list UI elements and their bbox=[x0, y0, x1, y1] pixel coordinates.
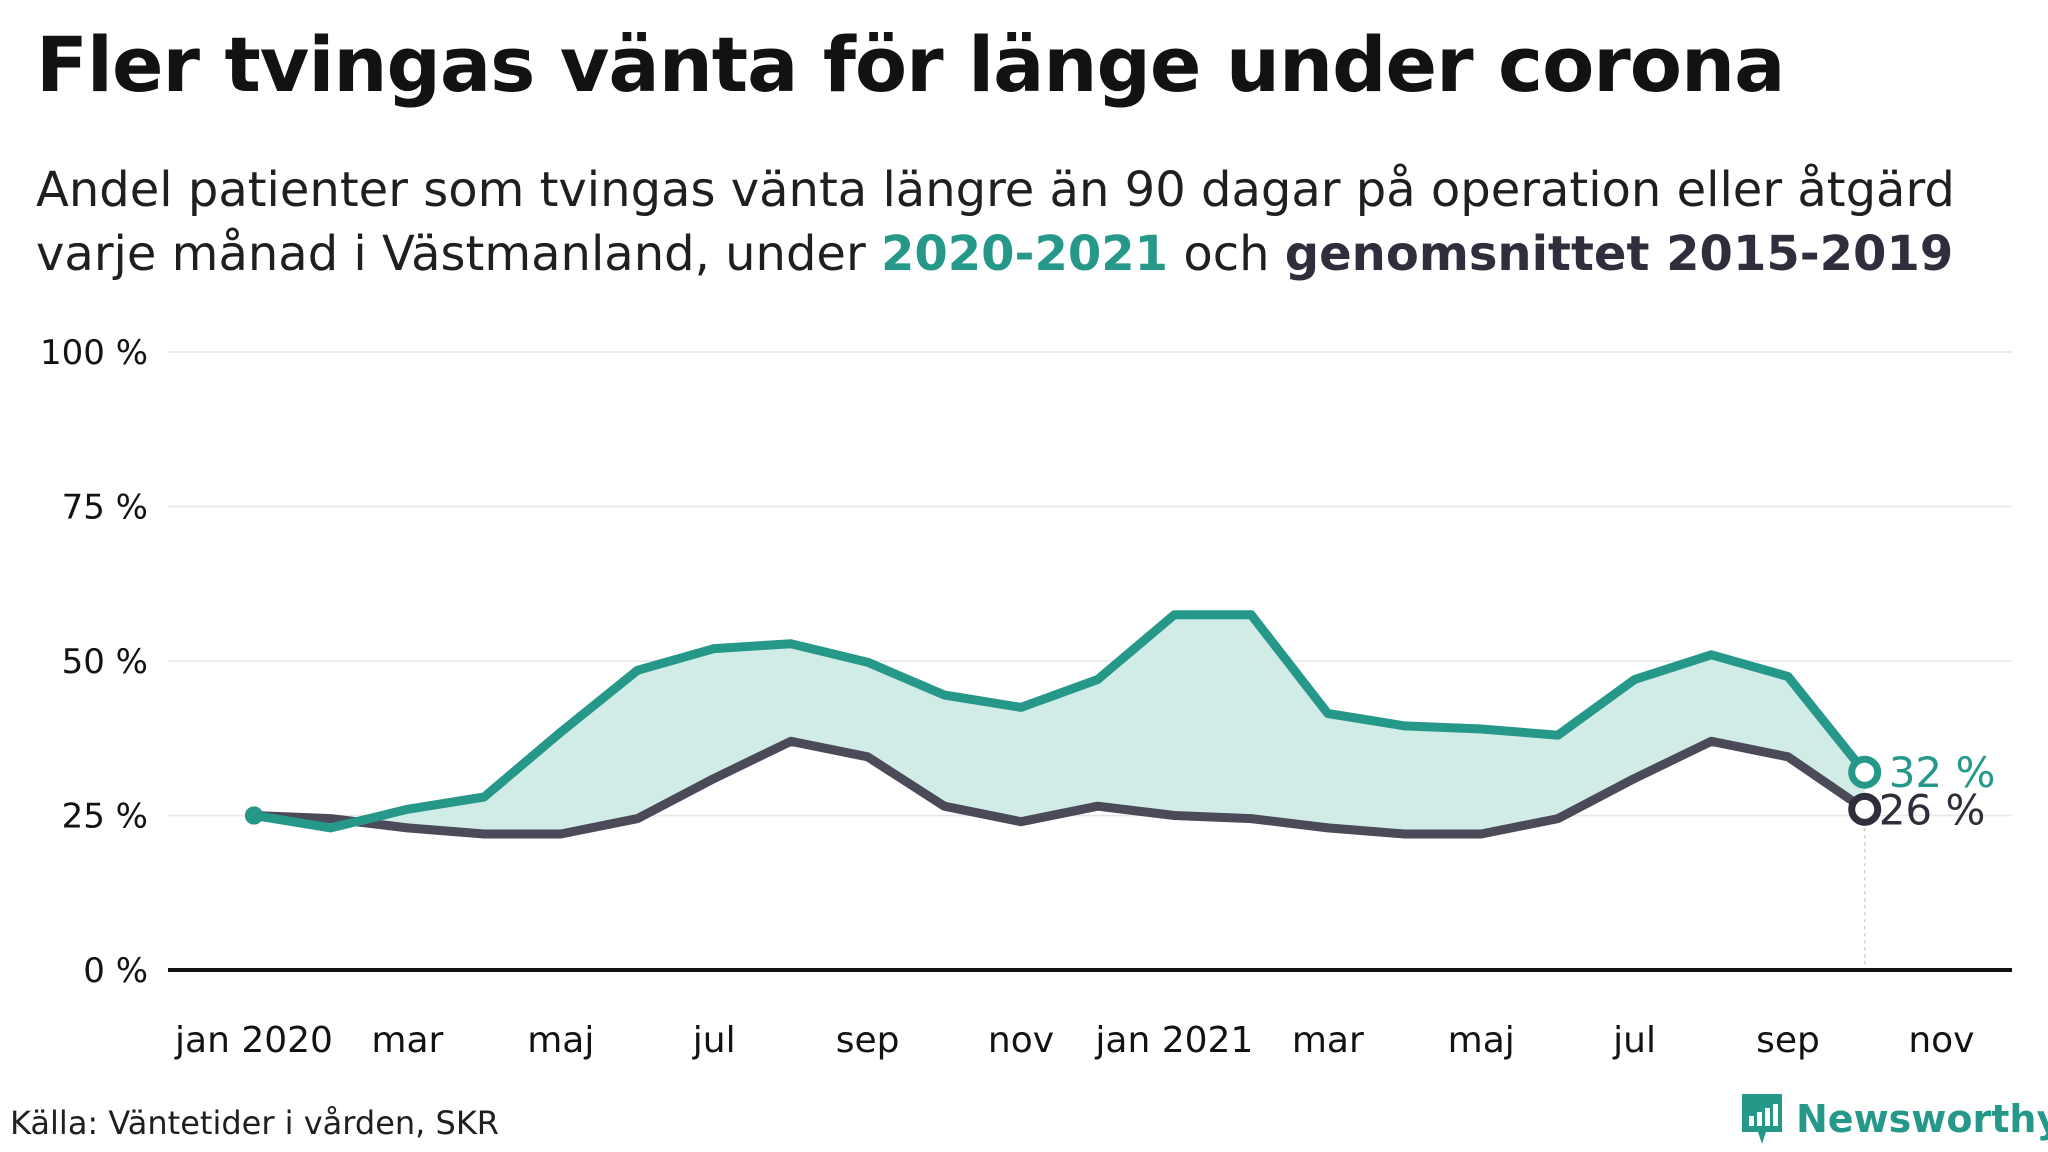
end-label-average: 26 % bbox=[1879, 785, 1986, 834]
chart-title: Fler tvingas vänta för länge under coron… bbox=[36, 20, 1785, 109]
x-tick-label: mar bbox=[371, 1020, 443, 1061]
y-tick-label: 25 % bbox=[62, 797, 148, 837]
x-tick-label: nov bbox=[1908, 1020, 1974, 1061]
subtitle-line-2: varje månad i Västmanland, under 2020-20… bbox=[36, 222, 2036, 286]
x-tick-label: jan 2021 bbox=[1094, 1020, 1253, 1061]
x-tick-label: jul bbox=[1612, 1020, 1656, 1061]
x-tick-label: maj bbox=[527, 1020, 594, 1061]
subtitle-prefix: varje månad i Västmanland, under bbox=[36, 226, 881, 282]
axis-layer: 0 % 25 % 50 % 75 % 100 % jan 2020 mar maj jul sep… bbox=[40, 333, 2012, 1061]
end-label-2020-2021: 32 % bbox=[1889, 748, 1996, 797]
end-point-2020-2021 bbox=[1848, 755, 1882, 789]
end-point-average bbox=[1848, 792, 1882, 826]
x-tick-label: jul bbox=[692, 1020, 736, 1061]
subtitle-line-1: Andel patienter som tvingas vänta längre… bbox=[36, 162, 1955, 218]
brand-logo: Newsworthy bbox=[1740, 1092, 2048, 1146]
brand-name: Newsworthy bbox=[1796, 1097, 2048, 1141]
x-tick-label: mar bbox=[1292, 1020, 1364, 1061]
series-line-2020-2021 bbox=[249, 610, 1870, 833]
y-tick-label: 100 % bbox=[40, 333, 148, 373]
newsworthy-icon bbox=[1742, 1094, 1782, 1144]
y-tick-label: 50 % bbox=[62, 642, 148, 682]
y-tick-label: 75 % bbox=[62, 488, 148, 528]
chart-subtitle: Andel patienter som tvingas vänta längre… bbox=[36, 158, 2036, 286]
series-line-average bbox=[249, 736, 1870, 839]
difference-area bbox=[254, 614, 1865, 834]
label-layer: 32 %26 % bbox=[1879, 748, 1996, 834]
x-tick-label: nov bbox=[988, 1020, 1054, 1061]
x-tick-label: maj bbox=[1448, 1020, 1515, 1061]
x-tick-label: sep bbox=[836, 1020, 900, 1061]
subtitle-highlight-average: genomsnittet 2015-2019 bbox=[1284, 226, 1954, 282]
y-tick-label: 0 % bbox=[83, 951, 148, 991]
line-layer bbox=[245, 610, 1882, 839]
subtitle-middle: och bbox=[1168, 226, 1285, 282]
x-tick-label: sep bbox=[1756, 1020, 1820, 1061]
subtitle-highlight-2020-2021: 2020-2021 bbox=[880, 226, 1169, 282]
start-point-2020-2021 bbox=[245, 806, 263, 825]
source-note: Källa: Väntetider i vården, SKR bbox=[10, 1104, 500, 1142]
x-tick-label: jan 2020 bbox=[174, 1020, 333, 1061]
